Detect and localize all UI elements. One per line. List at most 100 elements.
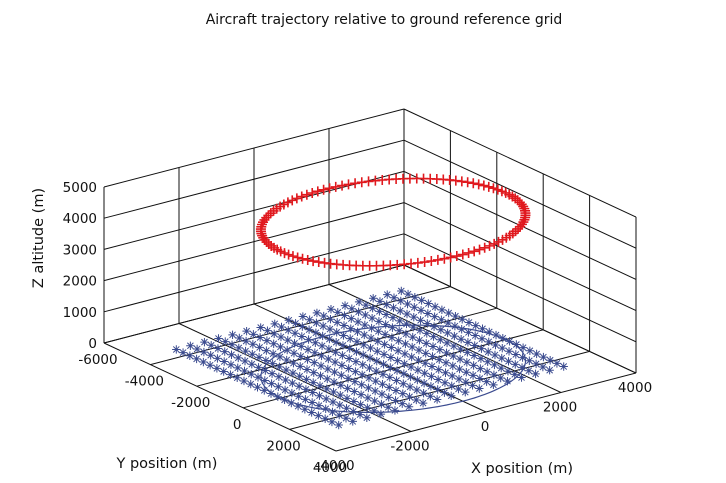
ground-grid-point — [399, 369, 409, 378]
ground-grid-point — [178, 348, 188, 357]
ground-grid-point — [281, 375, 290, 385]
ground-grid-point — [505, 337, 514, 346]
ground-grid-point — [388, 313, 398, 322]
ground-grid-point — [351, 367, 360, 376]
ground-grid-point — [418, 398, 428, 408]
ground-grid-point — [289, 349, 299, 358]
ground-grid-point — [362, 413, 372, 422]
trajectory-point — [419, 257, 430, 268]
ground-grid-point — [293, 401, 303, 411]
trajectory-point — [283, 249, 294, 260]
ground-grid-point — [397, 286, 406, 296]
ground-grid-point — [186, 341, 195, 350]
ground-grid-point — [226, 360, 236, 369]
trajectory-point — [463, 247, 474, 258]
ground-grid-point — [420, 369, 429, 378]
ground-grid-point — [396, 306, 405, 316]
ground-grid-point — [382, 300, 391, 309]
ground-grid-point — [471, 331, 480, 340]
ground-grid-point — [380, 330, 390, 339]
grid-walls — [103, 108, 637, 452]
ground-grid-point — [463, 348, 472, 357]
ground-grid-point — [300, 405, 310, 414]
ground-grid-point — [512, 340, 521, 349]
ground-grid-point — [372, 356, 381, 366]
ground-grid-point — [429, 332, 438, 341]
grid-line-floor-y — [178, 323, 412, 432]
ground-grid-point — [338, 341, 348, 350]
ground-grid-point — [328, 407, 337, 417]
trajectory-point — [363, 176, 374, 187]
ground-grid-point — [363, 393, 373, 403]
ground-grid-point — [391, 386, 401, 395]
ground-grid-point — [212, 364, 222, 373]
ground-grid-point — [316, 371, 325, 380]
ground-grid-point — [443, 328, 452, 338]
grid-line-z-left — [103, 108, 405, 188]
ground-grid-point — [471, 321, 480, 330]
ground-grid-point — [234, 343, 243, 353]
ground-grid-point — [398, 399, 407, 408]
ground-grid-point — [317, 341, 327, 351]
ground-grid-point — [484, 337, 493, 347]
ground-grid-point — [436, 325, 446, 334]
ground-grid-point — [206, 351, 215, 360]
ground-grid-point — [240, 366, 249, 376]
ground-grid-point — [256, 323, 265, 332]
ground-grid-point — [367, 313, 377, 323]
ground-grid-point — [524, 366, 534, 375]
ground-grid-point — [270, 319, 279, 329]
ground-grid-point — [260, 376, 269, 385]
z-tick-label: 2000 — [63, 274, 97, 290]
ground-grid-point — [356, 390, 366, 399]
ground-grid-point — [329, 377, 339, 387]
ground-grid-point — [284, 325, 293, 335]
ground-grid-point — [437, 305, 447, 315]
ground-grid-point — [442, 338, 452, 348]
ground-grid-point — [262, 336, 272, 345]
grid-line-floor-y — [403, 264, 637, 374]
ground-grid-point — [294, 382, 304, 391]
ground-grid-point — [219, 367, 228, 376]
ground-grid-point — [303, 355, 312, 364]
ground-grid-point — [435, 345, 444, 354]
ground-grid-point — [380, 340, 389, 349]
ground-grid-point — [355, 410, 365, 419]
ground-grid-point — [311, 338, 320, 347]
ground-grid-point — [328, 397, 338, 407]
ground-grid-point — [389, 293, 399, 302]
ground-grid-point — [559, 362, 568, 371]
ground-grid-point — [364, 383, 373, 393]
ground-grid-point — [241, 336, 251, 346]
y-tick-label: 4000 — [618, 380, 652, 396]
ground-grid-point — [413, 375, 422, 385]
ground-grid-point — [444, 308, 453, 318]
ground-grid-point — [367, 323, 376, 333]
ground-grid-point — [318, 321, 328, 331]
ground-grid-point — [289, 358, 298, 368]
ground-grid-point — [326, 305, 336, 314]
ground-grid-point — [219, 357, 229, 366]
ground-grid-point — [298, 312, 308, 321]
grid-line-z-back — [403, 139, 637, 249]
ground-grid-point — [525, 356, 534, 365]
ground-grid-point — [406, 362, 416, 372]
ground-grid-point — [409, 322, 418, 332]
ground-grid-point — [414, 355, 423, 365]
ground-grid-point — [388, 323, 397, 332]
ground-grid-point — [440, 388, 449, 397]
ground-grid-point — [340, 311, 349, 320]
ground-grid-point — [266, 389, 276, 398]
ground-grid-point — [261, 366, 270, 375]
ground-grid-point — [283, 345, 292, 355]
ground-grid-point — [308, 388, 317, 397]
ground-grid-point — [390, 406, 400, 415]
trajectory-point — [265, 208, 276, 219]
ground-grid-point — [432, 395, 442, 404]
ground-grid-point — [450, 321, 460, 331]
ground-grid-point — [517, 373, 526, 382]
ground-grid-point — [234, 353, 243, 363]
ground-grid-point — [276, 332, 286, 342]
ground-grid-point — [384, 393, 393, 402]
ground-grid-point — [280, 395, 289, 405]
